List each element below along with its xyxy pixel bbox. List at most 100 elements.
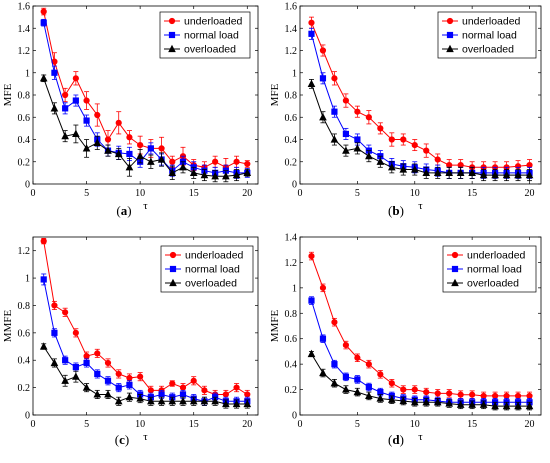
- data-point: [189, 397, 198, 405]
- x-tick-label: 5: [84, 188, 89, 199]
- x-tick-label: 10: [410, 188, 420, 199]
- legend-label: underloaded: [185, 250, 244, 262]
- data-point: [126, 374, 133, 382]
- data-point: [422, 397, 431, 406]
- y-axis-label: MMFE: [2, 310, 14, 343]
- data-point: [377, 389, 384, 396]
- legend-marker: [451, 265, 459, 273]
- data-point: [365, 114, 372, 121]
- data-point: [94, 111, 101, 119]
- series-overloaded: [39, 342, 252, 409]
- data-point: [514, 401, 522, 410]
- data-point: [51, 329, 58, 336]
- data-point: [354, 354, 361, 361]
- x-tick-label: 10: [135, 419, 145, 430]
- data-point: [40, 238, 47, 245]
- data-point: [201, 387, 208, 394]
- data-point: [468, 168, 476, 176]
- data-point: [479, 170, 488, 179]
- data-point: [190, 377, 197, 384]
- data-point: [503, 392, 510, 400]
- data-point: [445, 399, 454, 407]
- data-point: [526, 161, 533, 169]
- data-point: [399, 165, 408, 173]
- y-tick-label: 0.6: [18, 328, 31, 339]
- x-tick-label: 10: [410, 419, 420, 430]
- data-point: [211, 397, 219, 405]
- y-tick-label: 0: [292, 411, 297, 422]
- data-point: [353, 144, 362, 152]
- data-point: [446, 161, 453, 169]
- data-point: [232, 399, 241, 408]
- data-point: [423, 147, 430, 154]
- series-overloaded: [39, 74, 252, 183]
- legend-label: normal load: [462, 30, 517, 42]
- data-point: [308, 252, 315, 260]
- data-point: [94, 350, 101, 357]
- x-tick-label: 5: [355, 419, 360, 430]
- legend-marker: [451, 251, 459, 259]
- y-tick-label: 1: [292, 68, 297, 79]
- x-tick-label: 5: [84, 419, 89, 430]
- data-point: [168, 168, 177, 176]
- data-point: [491, 170, 499, 179]
- x-tick-label: 0: [31, 419, 36, 430]
- data-point: [410, 397, 419, 406]
- y-tick-label: 1.2: [18, 246, 31, 257]
- data-point: [446, 390, 453, 397]
- x-tick-label: 0: [298, 188, 303, 199]
- data-point: [104, 377, 112, 384]
- data-point: [399, 396, 408, 405]
- data-point: [189, 168, 198, 176]
- legend: underloaded normal load overloaded: [159, 11, 251, 59]
- data-point: [72, 372, 80, 380]
- chart-panel-4: 0 0.2 0.4 0.6 0.8 1 1.2 1.4 0 5 10 15 20 τ MMFE underlo…: [269, 233, 542, 447]
- data-point: [179, 163, 187, 171]
- data-point: [433, 168, 442, 176]
- data-point: [308, 30, 315, 37]
- data-point: [179, 397, 187, 405]
- x-tick-label: 0: [31, 188, 36, 199]
- data-point: [434, 156, 441, 163]
- data-point: [244, 160, 251, 168]
- chart-panel-3: 0 0.2 0.4 0.6 0.8 1 1.2 0 5 10 15 20 τ MMFE underloade…: [2, 236, 259, 447]
- data-point: [331, 108, 338, 115]
- y-axis-label: MMFE: [269, 310, 281, 343]
- x-axis-label: τ: [418, 200, 423, 212]
- x-tick-label: 20: [525, 419, 535, 430]
- legend-label: normal load: [184, 30, 239, 42]
- data-point: [169, 380, 176, 387]
- data-point: [525, 170, 534, 179]
- chart-panel-2: 0 0.2 0.4 0.6 0.8 1 1.2 1.4 1.6 0 5 10 15 20 τ MFE under…: [269, 2, 542, 218]
- data-point: [104, 359, 112, 367]
- data-point: [126, 134, 133, 141]
- data-point: [342, 146, 350, 154]
- data-point: [342, 97, 350, 104]
- series-overloaded: [307, 349, 534, 411]
- data-point: [365, 383, 372, 391]
- y-tick-label: 0.8: [18, 91, 31, 102]
- data-point: [82, 383, 91, 391]
- legend-marker: [169, 251, 177, 259]
- data-point: [319, 335, 327, 342]
- panel-label: (a): [116, 203, 131, 218]
- data-point: [126, 150, 133, 158]
- data-point: [61, 131, 69, 140]
- legend-label: normal load: [467, 264, 522, 276]
- x-tick-label: 15: [189, 419, 199, 430]
- data-point: [147, 157, 155, 165]
- legend-marker: [446, 44, 454, 53]
- data-point: [200, 170, 209, 179]
- data-point: [354, 376, 361, 383]
- x-axis-label: τ: [143, 200, 148, 212]
- data-point: [83, 97, 90, 104]
- data-point: [179, 391, 187, 398]
- legend-marker: [169, 278, 177, 287]
- data-point: [342, 130, 350, 138]
- data-point: [51, 302, 58, 309]
- legend-label: overloaded: [184, 44, 236, 56]
- data-point: [342, 341, 350, 349]
- data-point: [457, 391, 464, 398]
- x-tick-label: 5: [355, 188, 360, 199]
- data-point: [115, 119, 122, 126]
